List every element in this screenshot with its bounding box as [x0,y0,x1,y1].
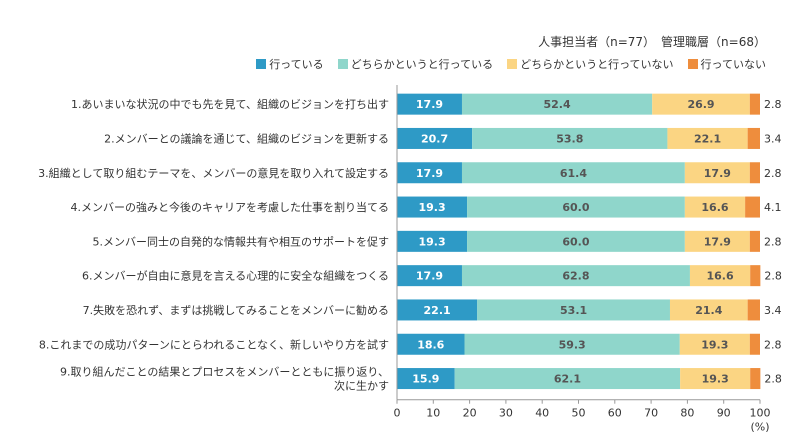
data-label-r3-s1: 17.9 [416,167,443,180]
category-label-3: 3.組織として取り組むテーマを、メンバーの意見を取り入れて設定する [38,166,389,180]
data-label-r4-s3: 16.6 [701,201,728,214]
data-label-r6-s2: 62.8 [562,270,589,283]
data-label-r2-s3: 22.1 [694,132,721,145]
data-label-r2-s2: 53.8 [556,132,583,145]
data-label-r3-s2: 61.4 [560,167,587,180]
data-label-r1-s4: 2.8 [764,98,782,111]
data-label-r5-s1: 19.3 [418,235,445,248]
x-tick-label-40: 40 [535,407,549,420]
data-label-r4-s1: 19.3 [418,201,445,214]
data-label-r8-s4: 2.8 [764,338,782,351]
bar-segment-r5-s4 [750,231,760,252]
data-label-r9-s3: 19.3 [702,373,729,386]
bar-segment-r8-s4 [750,334,760,355]
data-label-r7-s2: 53.1 [560,304,587,317]
data-label-r8-s2: 59.3 [559,338,586,351]
data-label-r9-s4: 2.8 [764,373,782,386]
bar-segment-r9-s4 [750,368,760,389]
x-tick-label-10: 10 [426,407,440,420]
x-tick-label-0: 0 [394,407,401,420]
x-tick-label-50: 50 [572,407,586,420]
category-label-9-line-1: 9.取り組んだことの結果とプロセスをメンバーとともに振り返り、 [60,365,389,379]
data-label-r9-s2: 62.1 [554,373,581,386]
data-label-r8-s3: 19.3 [701,338,728,351]
x-tick-label-30: 30 [499,407,513,420]
category-label-1: 1.あいまいな状況の中でも先を見て、組織のビジョンを打ち出す [71,97,389,111]
data-label-r7-s4: 3.4 [764,304,782,317]
data-label-r8-s1: 18.6 [417,338,444,351]
data-label-r3-s3: 17.9 [704,167,731,180]
data-label-r5-s2: 60.0 [562,235,589,248]
data-label-r2-s4: 3.4 [764,132,782,145]
bar-segment-r1-s4 [750,94,760,115]
data-label-r1-s3: 26.9 [687,98,714,111]
data-label-r5-s4: 2.8 [764,235,782,248]
data-label-r9-s1: 15.9 [412,373,439,386]
x-axis-unit: (%) [750,421,769,434]
x-tick-label-100: 100 [750,407,771,420]
data-label-r6-s3: 16.6 [706,270,733,283]
category-label-4: 4.メンバーの強みと今後のキャリアを考慮した仕事を割り当てる [71,200,390,214]
x-tick-label-90: 90 [717,407,731,420]
x-tick-label-60: 60 [608,407,622,420]
data-label-r3-s4: 2.8 [764,167,782,180]
bar-segment-r4-s4 [745,197,760,218]
category-label-7: 7.失敗を恐れず、まずは挑戦してみることをメンバーに勧める [83,303,389,317]
data-label-r6-s4: 2.8 [764,270,782,283]
data-label-r5-s3: 17.9 [704,235,731,248]
data-label-r4-s4: 4.1 [764,201,782,214]
category-label-9-line-2: 次に生かす [334,379,389,393]
data-label-r6-s1: 17.9 [416,270,443,283]
x-tick-label-20: 20 [463,407,477,420]
data-label-r1-s1: 17.9 [416,98,443,111]
data-label-r2-s1: 20.7 [421,132,448,145]
data-label-r7-s3: 21.4 [695,304,722,317]
category-label-2: 2.メンバーとの議論を通じて、組織のビジョンを更新する [104,131,389,145]
bar-segment-r2-s4 [748,128,760,149]
category-label-8: 8.これまでの成功パターンにとらわれることなく、新しいやり方を試す [39,337,389,351]
x-tick-label-70: 70 [644,407,658,420]
data-label-r7-s1: 22.1 [424,304,451,317]
x-tick-label-80: 80 [680,407,694,420]
bar-segment-r6-s4 [750,265,760,286]
data-label-r1-s2: 52.4 [544,98,571,111]
data-label-r4-s2: 60.0 [562,201,589,214]
category-label-6: 6.メンバーが自由に意見を言える心理的に安全な組織をつくる [82,269,389,283]
bar-segment-r3-s4 [750,162,760,183]
category-label-5: 5.メンバー同士の自発的な情報共有や相互のサポートを促す [93,234,390,248]
bar-segment-r7-s4 [748,299,760,320]
